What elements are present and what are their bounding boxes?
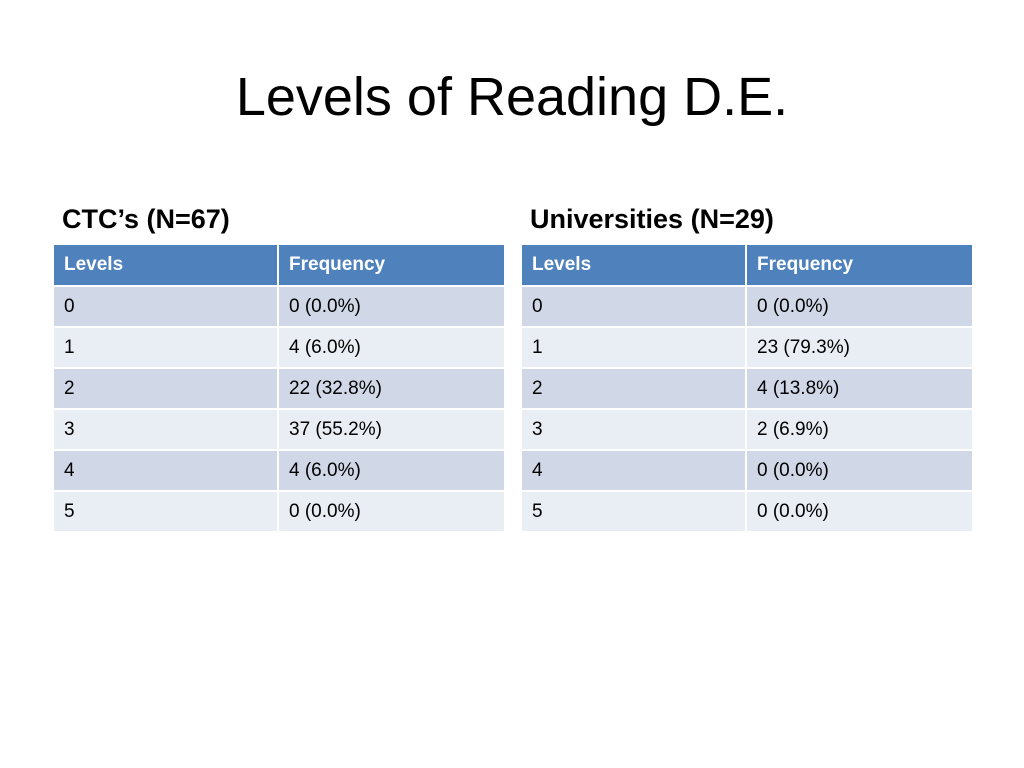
level-cell: 5: [520, 490, 747, 533]
level-cell: 4: [52, 449, 279, 492]
level-cell: 2: [52, 367, 279, 410]
table-row: 2 22 (32.8%): [52, 367, 506, 410]
frequency-cell: 4 (13.8%): [745, 367, 974, 410]
frequency-cell: 0 (0.0%): [745, 285, 974, 328]
level-cell: 1: [520, 326, 747, 369]
table-row: 5 0 (0.0%): [520, 490, 974, 533]
frequency-cell: 4 (6.0%): [277, 326, 506, 369]
frequency-cell: 0 (0.0%): [277, 490, 506, 533]
table-row: 4 4 (6.0%): [52, 449, 506, 492]
table-row: 3 37 (55.2%): [52, 408, 506, 451]
table-header-row: Levels Frequency: [52, 243, 506, 287]
frequency-cell: 37 (55.2%): [277, 408, 506, 451]
frequency-cell: 2 (6.9%): [745, 408, 974, 451]
level-cell: 3: [52, 408, 279, 451]
table-row: 2 4 (13.8%): [520, 367, 974, 410]
column-header-levels: Levels: [52, 243, 279, 287]
level-cell: 0: [520, 285, 747, 328]
level-cell: 2: [520, 367, 747, 410]
level-cell: 5: [52, 490, 279, 533]
frequency-cell: 4 (6.0%): [277, 449, 506, 492]
universities-panel: Universities (N=29) Levels Frequency 0 0…: [520, 200, 974, 533]
level-cell: 0: [52, 285, 279, 328]
level-cell: 1: [52, 326, 279, 369]
column-header-frequency: Frequency: [277, 243, 506, 287]
column-header-levels: Levels: [520, 243, 747, 287]
table-row: 4 0 (0.0%): [520, 449, 974, 492]
universities-table-heading: Universities (N=29): [530, 204, 774, 234]
table-row: 5 0 (0.0%): [52, 490, 506, 533]
frequency-cell: 0 (0.0%): [745, 449, 974, 492]
ctc-panel: CTC’s (N=67) Levels Frequency 0 0 (0.0%)…: [52, 200, 506, 533]
table-row: 0 0 (0.0%): [52, 285, 506, 328]
table-row: 0 0 (0.0%): [520, 285, 974, 328]
frequency-cell: 23 (79.3%): [745, 326, 974, 369]
ctc-frequency-table: Levels Frequency 0 0 (0.0%) 1 4 (6.0%) 2…: [52, 243, 506, 533]
table-header-row: Levels Frequency: [520, 243, 974, 287]
column-header-frequency: Frequency: [745, 243, 974, 287]
level-cell: 3: [520, 408, 747, 451]
frequency-cell: 0 (0.0%): [745, 490, 974, 533]
universities-frequency-table: Levels Frequency 0 0 (0.0%) 1 23 (79.3%)…: [520, 243, 974, 533]
table-row: 1 23 (79.3%): [520, 326, 974, 369]
table-row: 3 2 (6.9%): [520, 408, 974, 451]
frequency-cell: 22 (32.8%): [277, 367, 506, 410]
level-cell: 4: [520, 449, 747, 492]
table-row: 1 4 (6.0%): [52, 326, 506, 369]
slide-title: Levels of Reading D.E.: [235, 67, 789, 127]
frequency-cell: 0 (0.0%): [277, 285, 506, 328]
ctc-table-heading: CTC’s (N=67): [62, 204, 230, 234]
